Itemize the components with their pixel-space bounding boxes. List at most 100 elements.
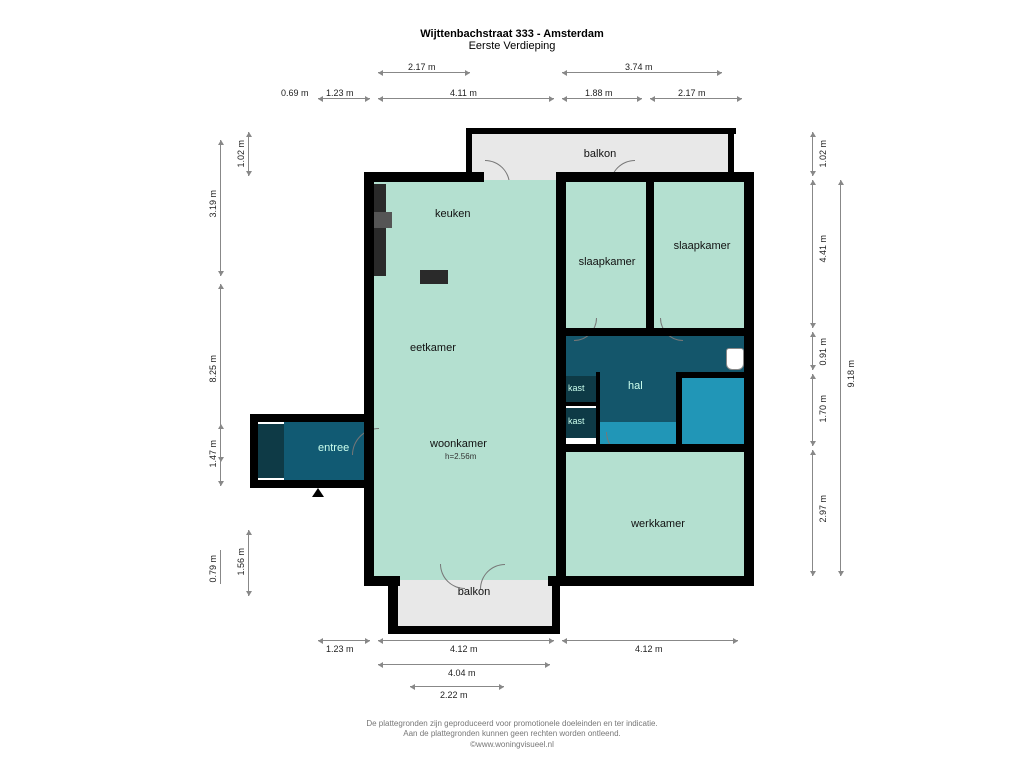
wall <box>556 172 566 580</box>
wall <box>676 372 682 450</box>
label-hal: hal <box>628 380 643 392</box>
wall <box>646 180 654 332</box>
wall <box>250 418 258 484</box>
dim-right-d: 1.70 m <box>818 395 828 423</box>
label-balkon-top: balkon <box>470 148 730 160</box>
dim-top1-a: 2.17 m <box>408 62 436 72</box>
wall <box>466 128 472 178</box>
dim-right-e: 2.97 m <box>818 495 828 523</box>
wall <box>364 172 374 586</box>
dimline <box>562 98 642 99</box>
dim-top2-c: 4.11 m <box>450 88 477 98</box>
wall <box>364 172 466 182</box>
dim-right-a: 1.02 m <box>818 140 828 168</box>
dim-left2-a: 1.02 m <box>236 140 246 168</box>
dimline <box>812 450 813 576</box>
floorplan: balkon keuken eetkamer woonkamer h=2.56m… <box>270 132 790 612</box>
room-main-left <box>370 180 560 580</box>
dimline <box>378 640 554 641</box>
header: Wijttenbachstraat 333 - Amsterdam Eerste… <box>0 28 1024 52</box>
wall <box>556 172 754 182</box>
kitchen-sink <box>374 212 392 228</box>
dimline <box>220 140 221 276</box>
wall <box>562 328 754 336</box>
label-werkkamer: werkkamer <box>566 518 750 530</box>
dim-bot1-b: 4.12 m <box>450 644 478 654</box>
dimline <box>378 98 554 99</box>
kitchen-island <box>420 270 448 284</box>
dimline <box>220 424 221 486</box>
dimline <box>318 98 370 99</box>
label-slaap2: slaapkamer <box>654 240 750 252</box>
dimline <box>812 180 813 328</box>
wall <box>552 580 560 632</box>
dim-top1-b: 3.74 m <box>625 62 653 72</box>
label-woonkamer: woonkamer <box>430 438 487 450</box>
wall <box>466 128 736 134</box>
dim-left-b: 8.25 m <box>208 355 218 383</box>
label-keuken: keuken <box>435 208 470 220</box>
wall <box>278 414 370 422</box>
dim-left-c: 1.47 m <box>208 440 218 468</box>
label-slaap1: slaapkamer <box>566 256 648 268</box>
room-kast1: kast <box>566 376 598 404</box>
dimline <box>378 664 550 665</box>
wall <box>388 626 560 634</box>
dimline <box>562 640 738 641</box>
wall <box>680 372 754 378</box>
label-kast1: kast <box>568 383 585 393</box>
toilet-icon <box>726 348 744 370</box>
dim-top2-a: 0.69 m <box>281 88 309 98</box>
dimline <box>812 374 813 446</box>
label-eetkamer: eetkamer <box>410 342 456 354</box>
dimline <box>248 530 249 596</box>
dim-left2-b: 1.56 m <box>236 548 246 576</box>
wall <box>250 414 282 422</box>
footer: De plattegronden zijn geproduceerd voor … <box>0 719 1024 750</box>
dimline <box>220 550 221 584</box>
dimline <box>562 72 722 73</box>
dim-bot2-a: 4.04 m <box>448 668 476 678</box>
wall <box>728 128 734 178</box>
dim-right-b: 4.41 m <box>818 235 828 263</box>
room-hal-upper <box>566 336 750 376</box>
wall <box>466 172 484 182</box>
footer-line3: ©www.woningvisueel.nl <box>0 740 1024 750</box>
room-balkon-bottom: balkon <box>394 580 554 630</box>
header-line2: Eerste Verdieping <box>0 40 1024 52</box>
room-slaapkamer2: slaapkamer <box>654 180 750 330</box>
dimline <box>248 132 249 176</box>
header-line1: Wijttenbachstraat 333 - Amsterdam <box>0 28 1024 40</box>
dimline <box>812 132 813 176</box>
dim-top2-e: 2.17 m <box>678 88 706 98</box>
room-slaapkamer1: slaapkamer <box>566 180 648 330</box>
wall <box>562 444 754 452</box>
dim-left-d: 0.79 m <box>208 555 218 583</box>
dim-right-c: 0.91 m <box>818 338 828 366</box>
room-kast2: kast <box>566 408 598 438</box>
label-woonkamer-h: h=2.56m <box>445 452 476 461</box>
entree-closet <box>254 424 284 478</box>
dimline <box>840 180 841 576</box>
wall <box>596 372 600 444</box>
label-kast2: kast <box>568 416 585 426</box>
wall <box>388 576 398 632</box>
room-bathroom <box>682 376 750 448</box>
dim-bot1-a: 1.23 m <box>326 644 354 654</box>
dim-bot1-c: 4.12 m <box>635 644 663 654</box>
dimline <box>650 98 742 99</box>
dimline <box>318 640 370 641</box>
wall <box>548 576 754 586</box>
dim-right2-a: 9.18 m <box>846 360 856 388</box>
label-entree: entree <box>318 442 349 454</box>
wall <box>744 172 754 586</box>
dim-left-a: 3.19 m <box>208 190 218 218</box>
dim-top2-d: 1.88 m <box>585 88 613 98</box>
dim-bot3-a: 2.22 m <box>440 690 468 700</box>
room-werkkamer: werkkamer <box>566 452 750 580</box>
dim-top2-b: 1.23 m <box>326 88 354 98</box>
dimline <box>410 686 504 687</box>
wall <box>250 480 282 488</box>
dimline <box>812 332 813 370</box>
label-balkon-bottom: balkon <box>394 586 554 598</box>
